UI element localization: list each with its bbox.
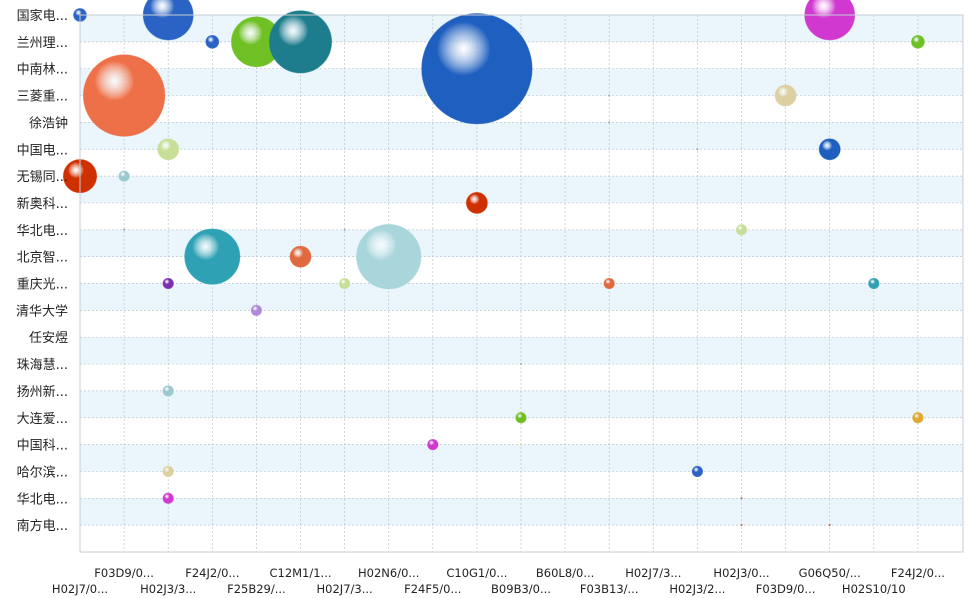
x-tick-label: H02J3/2...: [669, 582, 725, 596]
row-band: [80, 176, 963, 203]
y-tick-label: 华北电...: [17, 492, 68, 507]
x-tick-label: H02J3/0...: [713, 566, 769, 580]
x-tick-label: H02S10/10: [842, 582, 906, 596]
row-band: [80, 337, 963, 365]
y-tick-label: 无锡同...: [17, 170, 68, 185]
bubble[interactable]: [696, 148, 699, 151]
bubble[interactable]: [268, 10, 333, 74]
x-tick-label: C10G1/0...: [446, 566, 507, 580]
bubble[interactable]: [868, 277, 880, 290]
bubble[interactable]: [740, 497, 743, 500]
bubble[interactable]: [520, 443, 522, 446]
x-tick-label: B60L8/0...: [536, 566, 594, 580]
x-tick-label: F24F5/0...: [404, 582, 461, 596]
y-tick-label: 华北电...: [17, 224, 68, 239]
bubble[interactable]: [118, 170, 130, 182]
x-tick-label: H02J7/3...: [625, 566, 681, 580]
bubble[interactable]: [205, 35, 220, 49]
y-tick-label: 三菱重...: [17, 89, 68, 105]
bubble[interactable]: [162, 385, 174, 397]
bubble[interactable]: [250, 304, 263, 317]
bubble[interactable]: [356, 224, 422, 290]
plot-frame: [79, 14, 964, 553]
x-tick-label: H02J7/3...: [317, 582, 373, 596]
y-tick-label: 中南林...: [17, 62, 68, 78]
bubble[interactable]: [608, 121, 611, 124]
x-tick-label: H02N6/0...: [358, 566, 419, 580]
y-tick-label: 中国电...: [17, 143, 68, 158]
bubble[interactable]: [162, 492, 174, 504]
y-tick-label: 新奥科...: [17, 196, 68, 212]
x-tick-label: F03D9/0...: [94, 566, 154, 580]
bubble[interactable]: [157, 138, 180, 161]
x-tick-label: H02J3/3...: [140, 582, 196, 596]
row-band: [80, 283, 963, 311]
bubble[interactable]: [162, 465, 174, 478]
x-tick-label: C12M1/1...: [269, 566, 331, 580]
y-tick-label: 重庆光...: [17, 277, 68, 293]
y-tick-label: 扬州新...: [17, 384, 68, 400]
y-tick-label: 南方电...: [17, 518, 68, 534]
bubble[interactable]: [735, 224, 748, 236]
y-tick-label: 大连爱...: [17, 411, 68, 427]
row-band: [80, 122, 963, 150]
bubble[interactable]: [82, 54, 166, 137]
bubbles: [62, 0, 925, 527]
row-band: [80, 444, 963, 472]
y-tick-label: 国家电...: [17, 8, 68, 24]
bubble[interactable]: [162, 277, 174, 290]
x-tick-label: B09B3/0...: [491, 582, 551, 596]
y-tick-label: 任安煜: [29, 331, 68, 346]
bubble[interactable]: [427, 438, 439, 451]
bubble[interactable]: [184, 228, 241, 285]
bubble[interactable]: [123, 228, 126, 231]
y-tick-label: 清华大学: [16, 303, 68, 319]
bubble[interactable]: [603, 277, 615, 290]
bubble[interactable]: [828, 524, 831, 527]
bubble[interactable]: [515, 412, 527, 424]
bubble[interactable]: [774, 84, 797, 107]
bubble[interactable]: [465, 192, 488, 214]
bubble[interactable]: [343, 228, 346, 231]
bubble[interactable]: [608, 94, 611, 97]
bubble[interactable]: [818, 138, 841, 161]
x-tick-label: F24J2/0...: [185, 566, 239, 580]
bubble[interactable]: [740, 524, 743, 527]
bubble[interactable]: [912, 412, 924, 424]
x-tick-label: F25B29/...: [227, 582, 286, 596]
bubble[interactable]: [691, 465, 704, 478]
x-tick-label: H02J7/0...: [52, 582, 108, 596]
x-axis-labels: H02J7/0... F03D9/0... H02J3/3... F24J2/0...…: [52, 566, 945, 596]
y-tick-label: 北京智...: [17, 251, 68, 266]
x-tick-label: F24J2/0...: [891, 566, 945, 580]
bubble[interactable]: [520, 363, 522, 366]
row-band: [80, 498, 963, 526]
bubble[interactable]: [421, 13, 533, 125]
y-tick-label: 珠海慧...: [17, 357, 68, 373]
x-tick-label: G06Q50/...: [799, 566, 861, 580]
bubble[interactable]: [911, 35, 925, 49]
x-tick-label: F03D9/0...: [756, 582, 816, 596]
bubble[interactable]: [289, 245, 312, 268]
y-tick-label: 哈尔滨...: [17, 464, 68, 480]
x-tick-label: F03B13/...: [580, 582, 639, 596]
bubble[interactable]: [338, 277, 351, 290]
y-tick-label: 兰州理...: [17, 36, 68, 51]
y-tick-label: 徐浩钟: [29, 115, 68, 131]
y-tick-label: 中国科...: [17, 439, 68, 454]
